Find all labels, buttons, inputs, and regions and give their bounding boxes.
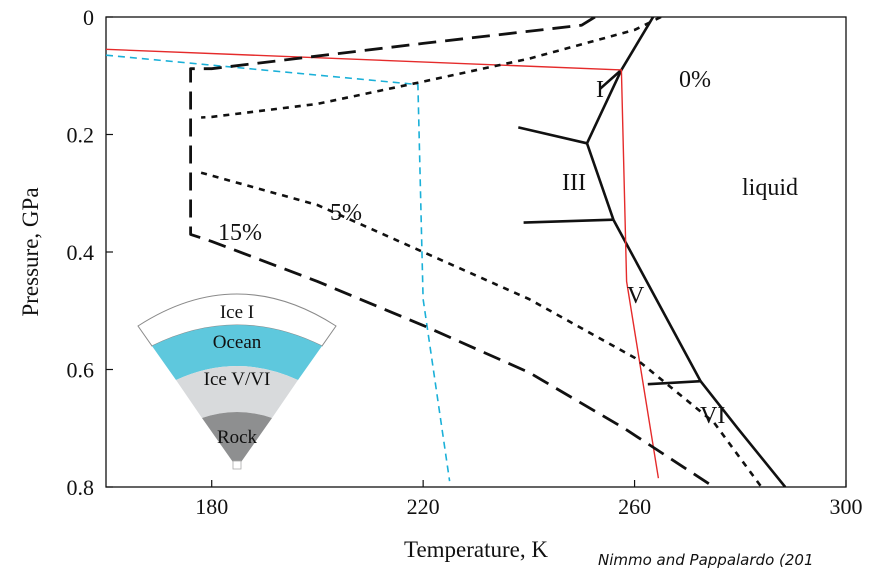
inset-ice-vvi	[176, 366, 298, 418]
y-tick-label: 0.4	[67, 240, 95, 265]
source-credit: Nimmo and Pappalardo (201	[598, 551, 814, 569]
inset-label-ocean: Ocean	[213, 332, 262, 353]
inset-core-tip	[232, 460, 242, 470]
axis-ticks: 180 220 260 300 0 0.2 0.4 0.6 0.8	[67, 5, 863, 519]
label-zero-percent: 0%	[679, 67, 711, 93]
y-tick-label: 0.2	[67, 123, 95, 148]
y-tick-label: 0.8	[67, 475, 95, 500]
series-line-black-short-dash-12	[200, 171, 763, 487]
x-tick-label: 180	[195, 494, 228, 519]
series-line-black-short-dash-11	[201, 17, 662, 119]
inset-label-rock: Rock	[217, 427, 258, 448]
series-line-red-8	[106, 48, 660, 479]
x-tick-label: 260	[618, 494, 651, 519]
label-five-percent: 5%	[330, 200, 362, 226]
series-line-solid-black-6	[647, 379, 701, 386]
series-line-solid-black-1	[585, 69, 623, 144]
inset-label-ice-i: Ice I	[220, 302, 254, 323]
x-tick-label: 300	[830, 494, 863, 519]
label-ice-i: I	[596, 77, 604, 103]
y-axis-label: Pressure, GPa	[18, 187, 43, 316]
label-ice-v: V	[627, 283, 645, 309]
series-line-solid-black-7	[699, 380, 787, 487]
y-tick-label: 0	[83, 5, 94, 30]
series-line-solid-black-0	[599, 17, 655, 90]
series-line-cyan-dashed-9	[106, 54, 451, 482]
label-fifteen-percent: 15%	[218, 220, 262, 246]
series-line-solid-black-3	[585, 142, 615, 221]
y-tick-label: 0.6	[67, 358, 95, 383]
inset-ocean	[152, 325, 322, 380]
label-ice-iii: III	[562, 170, 586, 196]
inset-label-ice-vvi: Ice V/VI	[204, 369, 271, 390]
series-line-solid-black-4	[523, 218, 614, 224]
series-line-solid-black-5	[612, 219, 702, 382]
series-group	[106, 17, 787, 487]
label-liquid: liquid	[742, 175, 798, 201]
inset-rock	[202, 412, 272, 465]
layer-inset: Ice I Ocean Ice V/VI Rock	[137, 293, 337, 470]
x-axis-label: Temperature, K	[404, 537, 548, 562]
label-ice-vi: VI	[700, 403, 725, 429]
series-line-solid-black-2	[518, 126, 588, 145]
x-tick-label: 220	[407, 494, 440, 519]
series-line-black-long-dash-10	[189, 17, 715, 487]
